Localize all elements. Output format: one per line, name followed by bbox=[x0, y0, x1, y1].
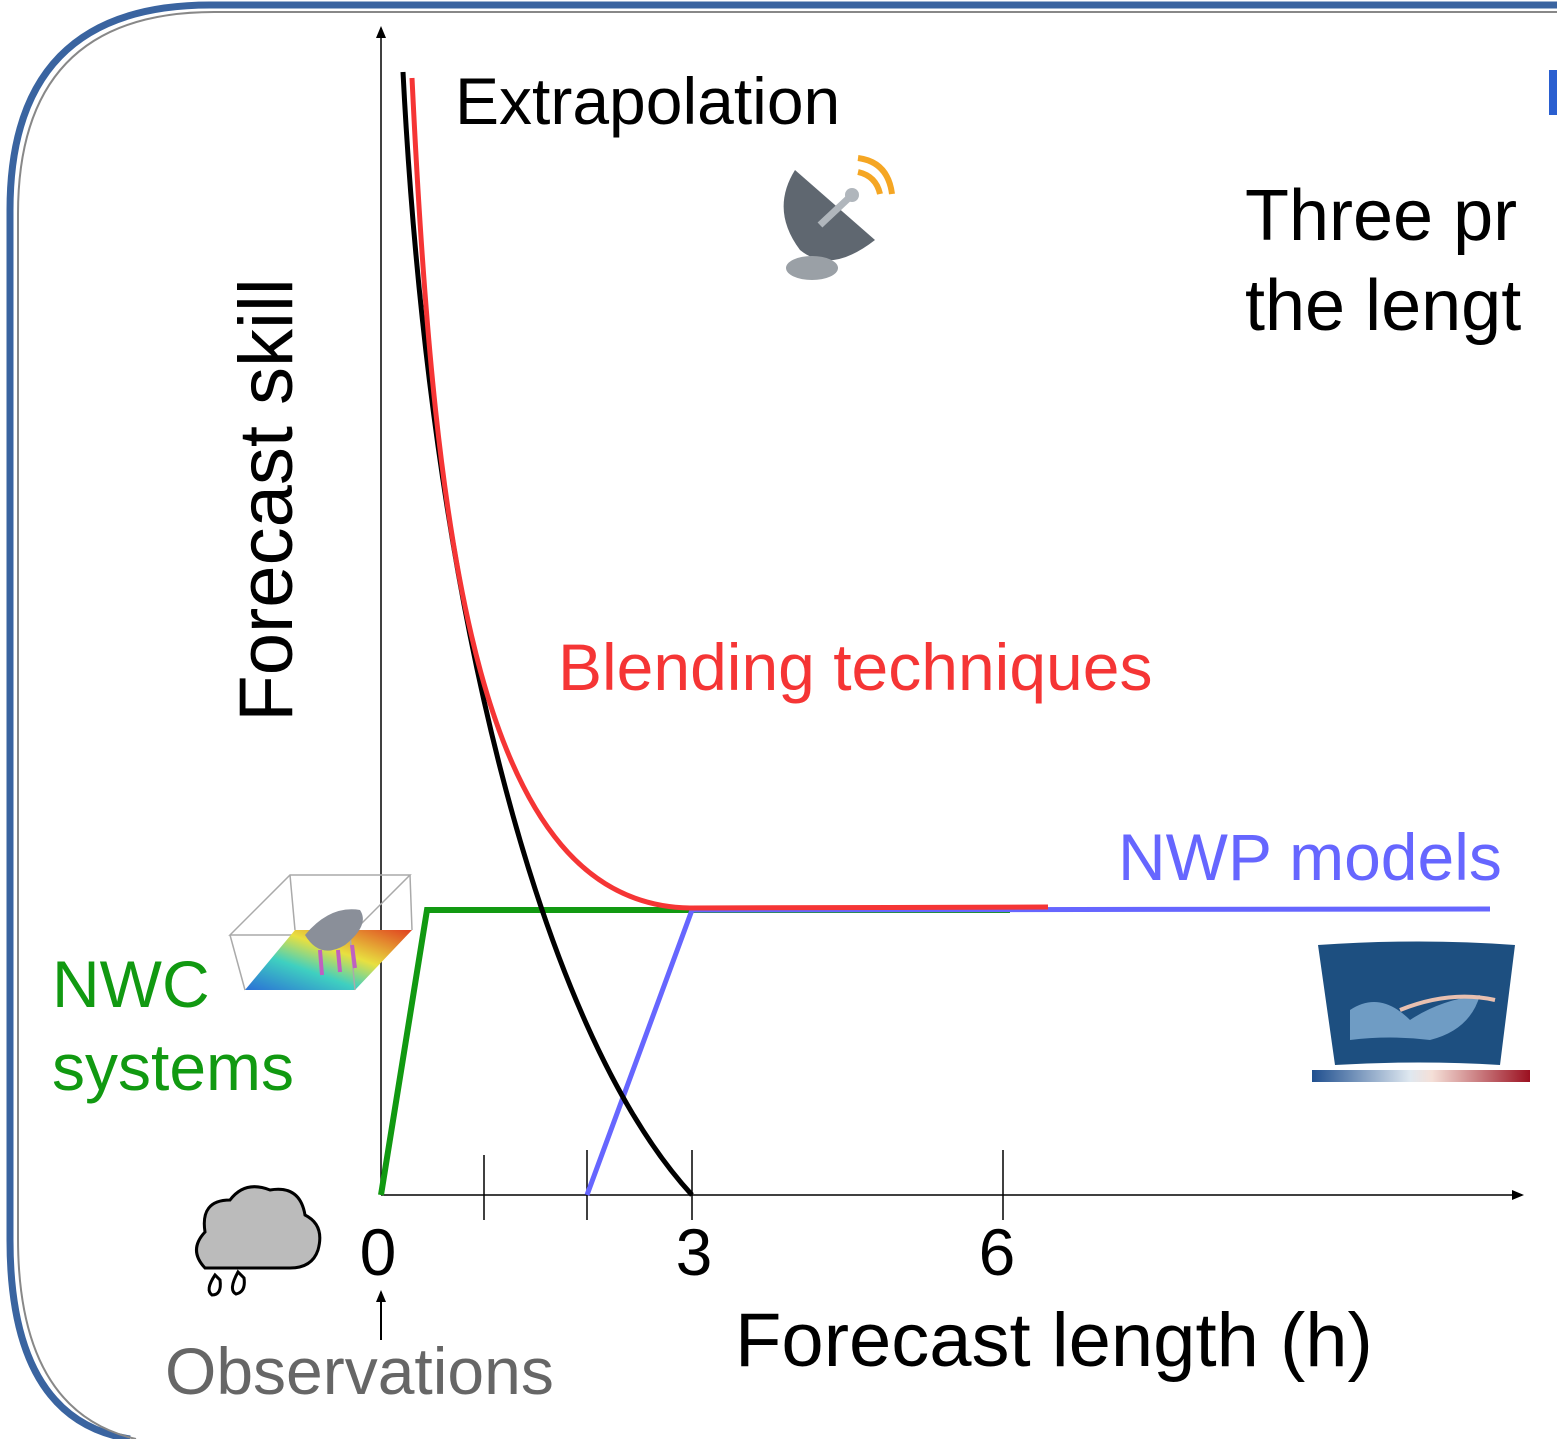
nwc-label-1: NWC bbox=[52, 947, 210, 1021]
cut-glyph bbox=[1549, 70, 1557, 115]
side-text-1: Three pr bbox=[1245, 176, 1517, 256]
extrapolation-label: Extrapolation bbox=[455, 64, 840, 138]
x-tick-label: 3 bbox=[676, 1215, 713, 1289]
nwp-label: NWP models bbox=[1118, 820, 1502, 894]
nwc-model-icon bbox=[228, 874, 413, 991]
panel-border-inner bbox=[17, 11, 1557, 1439]
x-tick-label: 0 bbox=[360, 1215, 397, 1289]
blending-curve bbox=[409, 77, 1049, 911]
x-ticks bbox=[483, 1150, 1004, 1220]
satellite-icon bbox=[783, 155, 895, 280]
nwp-map-icon bbox=[1312, 941, 1530, 1082]
extrapolation-curve bbox=[400, 71, 694, 1197]
x-tick-label: 6 bbox=[979, 1215, 1016, 1289]
cloud-icon bbox=[195, 1185, 322, 1297]
nwc-curve bbox=[378, 907, 1010, 1196]
x-axis-label: Forecast length (h) bbox=[735, 1298, 1373, 1383]
observations-label: Observations bbox=[165, 1334, 554, 1408]
blending-label: Blending techniques bbox=[558, 630, 1152, 704]
y-axis-label: Forecast skill bbox=[224, 278, 309, 721]
panel-border bbox=[6, 1, 1557, 1439]
side-text-2: the lengt bbox=[1245, 266, 1521, 346]
nwc-label-2: systems bbox=[52, 1030, 294, 1104]
